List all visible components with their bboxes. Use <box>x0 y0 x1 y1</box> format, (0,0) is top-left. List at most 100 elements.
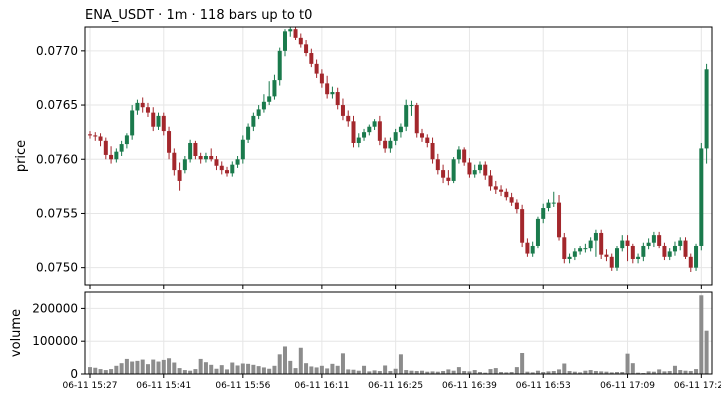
candle-body <box>636 256 641 259</box>
candle-body <box>625 240 630 246</box>
volume-bar <box>472 370 477 374</box>
price-axis-label: price <box>14 140 29 172</box>
price-y-axis: 0.0750 0.0755 0.0760 0.0765 0.0770 <box>36 44 85 275</box>
candle-body <box>704 69 709 149</box>
x-tick-label: 06-11 15:41 <box>136 381 191 391</box>
volume-bar <box>504 372 509 374</box>
volume-bar <box>404 370 409 374</box>
candle-body <box>188 142 193 160</box>
candle-body <box>109 154 114 160</box>
volume-bar <box>477 372 482 374</box>
candle-body <box>683 240 688 257</box>
candle-body <box>514 202 519 210</box>
candle-body <box>124 135 129 145</box>
volume-gridlines <box>85 292 712 375</box>
volume-bar <box>314 367 319 374</box>
volume-bar <box>393 368 398 374</box>
candle-body <box>604 254 609 257</box>
candle-body <box>398 126 403 133</box>
volume-bar <box>114 365 119 374</box>
candle-body <box>314 63 319 74</box>
volume-bar <box>578 372 583 374</box>
volume-ytick-label: 200000 <box>32 301 78 315</box>
candle-body <box>567 256 572 259</box>
volume-bar <box>446 369 451 374</box>
volume-bars <box>88 295 709 374</box>
volume-bar <box>240 363 245 374</box>
volume-bar <box>651 371 656 374</box>
volume-bar <box>425 371 430 374</box>
volume-bar <box>620 372 625 374</box>
candle-body <box>225 170 230 174</box>
volume-bar <box>509 372 514 374</box>
volume-bar <box>441 371 446 374</box>
volume-bar <box>304 363 309 374</box>
candle-body <box>288 29 293 32</box>
volume-bar <box>414 371 419 374</box>
volume-bar <box>636 372 641 374</box>
volume-bar <box>493 368 498 374</box>
volume-bar <box>604 371 609 374</box>
volume-bar <box>198 358 203 374</box>
volume-bar <box>593 371 598 374</box>
volume-bar <box>161 359 166 374</box>
volume-bar <box>483 372 488 374</box>
volume-bar <box>467 371 472 374</box>
candle-body <box>520 209 525 243</box>
candle-body <box>219 165 224 171</box>
candle-body <box>282 31 287 51</box>
candle-body <box>678 240 683 246</box>
candle-body <box>119 144 124 152</box>
candle-body <box>699 148 704 246</box>
volume-bar <box>109 369 114 374</box>
x-tick-label: 06-11 17:23 <box>674 381 721 391</box>
candle-body <box>420 133 425 138</box>
volume-bar <box>683 370 688 374</box>
volume-bar <box>657 369 662 374</box>
candle-body <box>277 50 282 81</box>
candle-body <box>140 102 145 108</box>
candle-body <box>103 140 108 155</box>
x-tick-label: 06-11 16:39 <box>442 381 497 391</box>
candle-body <box>462 149 467 163</box>
volume-bar <box>356 370 361 374</box>
candle-body <box>167 131 172 153</box>
candle-body <box>130 110 135 136</box>
volume-bar <box>325 368 330 374</box>
candle-body <box>593 232 598 241</box>
candle-body <box>588 240 593 249</box>
candle-body <box>525 242 530 254</box>
candle-body <box>267 96 272 102</box>
candle-body <box>393 132 398 141</box>
volume-bar <box>430 371 435 374</box>
volume-bar <box>551 371 556 374</box>
volume-bar <box>688 371 693 374</box>
volume-bar <box>140 359 145 374</box>
candle-body <box>694 245 699 268</box>
volume-bar <box>615 372 619 374</box>
candle-body <box>298 37 303 45</box>
volume-bar <box>351 369 356 374</box>
volume-bar <box>151 359 156 374</box>
candle-body <box>251 115 256 127</box>
candle-body <box>172 152 177 171</box>
volume-bar <box>282 346 287 374</box>
x-tick-label: 06-11 16:11 <box>294 381 349 391</box>
volume-bar <box>557 369 562 374</box>
candle-body <box>535 218 540 246</box>
volume-bar <box>346 369 351 374</box>
volume-bar <box>420 370 425 374</box>
volume-y-axis: 0 100000 200000 <box>32 301 85 381</box>
volume-bar <box>335 365 340 374</box>
volume-bar <box>261 367 266 374</box>
candle-body <box>530 245 535 254</box>
volume-bar <box>362 365 367 374</box>
candle-body <box>346 115 351 122</box>
candle-body <box>356 137 361 143</box>
candle-body <box>583 248 588 250</box>
volume-bar <box>135 360 140 374</box>
candle-body <box>372 121 377 127</box>
volume-bar <box>256 366 261 374</box>
